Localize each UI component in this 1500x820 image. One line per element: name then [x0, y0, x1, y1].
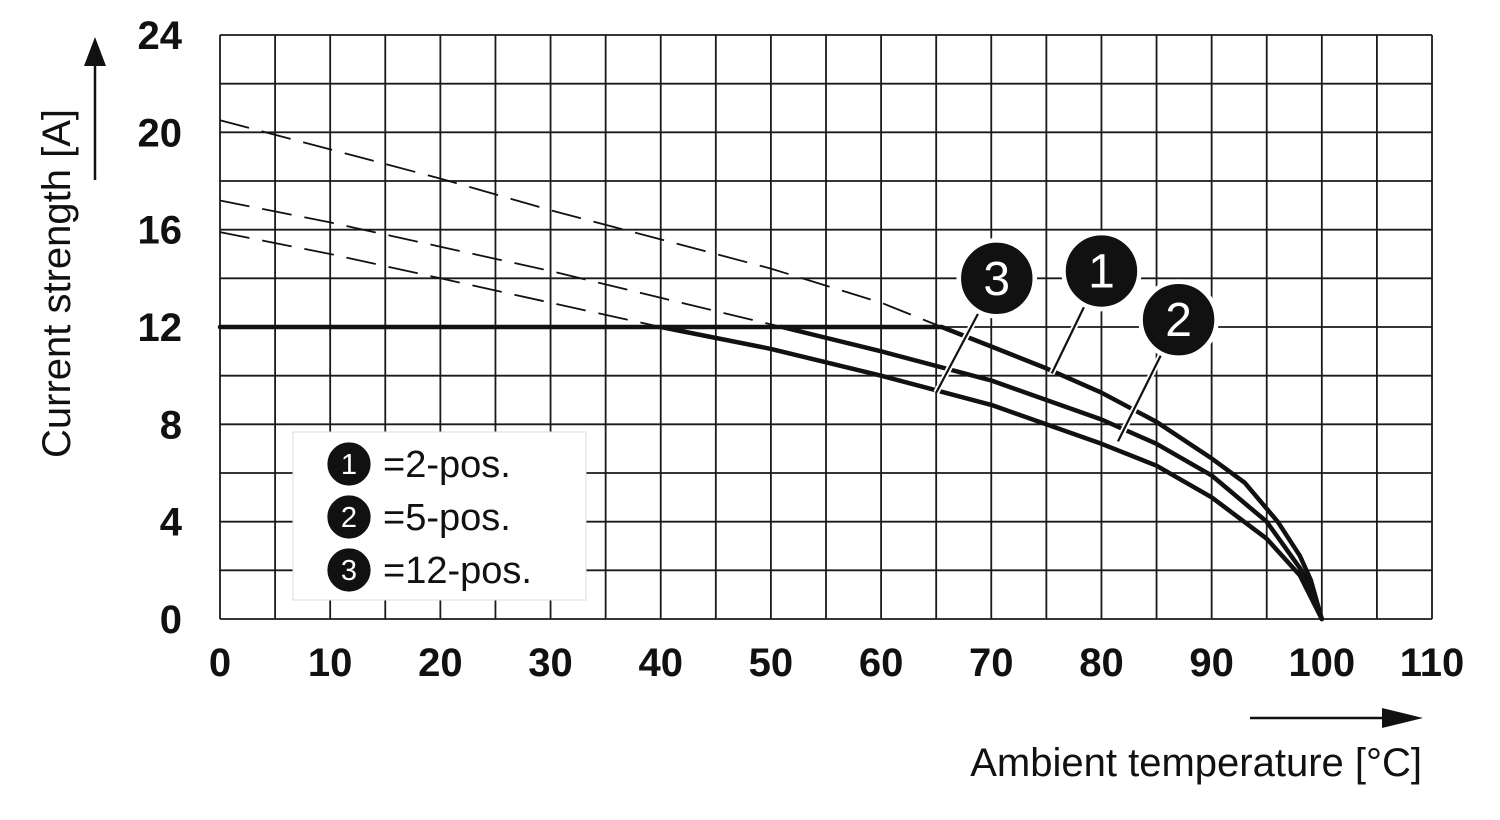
badge-number: 3: [983, 253, 1010, 306]
badge-number: 1: [1088, 246, 1115, 299]
legend: 1 =2-pos. 2 =5-pos. 3 =12-pos.: [292, 431, 587, 601]
x-tick-label: 50: [749, 641, 794, 685]
badge-disc: [324, 439, 374, 489]
badge-number: 2: [1165, 294, 1192, 347]
curve-series-3: [658, 324, 1325, 622]
badge-disc: [1138, 279, 1219, 360]
callout-badge-3: 3: [956, 238, 1038, 319]
x-tick-label: 0: [209, 641, 231, 685]
dashed-extension-lines: [219, 119, 943, 328]
badge-disc: [324, 545, 374, 595]
x-tick-label: 80: [1079, 641, 1124, 685]
dashed-line-series-3: [219, 231, 661, 328]
y-axis-title: Current strength [A]: [35, 109, 79, 458]
badge-disc: [324, 492, 374, 542]
y-tick-label: 12: [138, 306, 183, 350]
callout-badge-1: 1: [1061, 230, 1142, 312]
dashed-line-series-2: [219, 199, 783, 328]
legend-badge-2: 2: [324, 492, 374, 542]
x-tick-label: 40: [638, 641, 683, 685]
x-tick-label: 70: [969, 641, 1014, 685]
badge-number: 1: [341, 449, 357, 481]
y-tick-label: 24: [138, 14, 183, 58]
curve-series-2: [779, 324, 1325, 622]
badge-number: 3: [341, 555, 357, 587]
dashed-line-series-1: [219, 119, 943, 328]
badge-number: 2: [341, 502, 357, 534]
legend-label-2: =5-pos.: [383, 497, 511, 539]
y-axis-title-group: Current strength [A]: [35, 37, 106, 458]
x-tick-label: 30: [528, 641, 573, 685]
x-tick-label: 20: [418, 641, 463, 685]
curve-callouts: 3 12: [933, 230, 1219, 443]
y-tick-label: 8: [160, 403, 182, 447]
x-tick-label: 100: [1288, 641, 1355, 685]
x-tick-label: 60: [859, 641, 904, 685]
legend-badge-1: 1: [324, 439, 374, 489]
y-tick-label: 20: [138, 111, 183, 155]
y-tick-label: 16: [138, 209, 183, 253]
curve-series-1: [217, 324, 1325, 622]
derating-curves: [217, 324, 1325, 622]
badge-disc: [956, 238, 1038, 319]
y-tick-label: 0: [160, 598, 182, 642]
badge-disc: [1061, 230, 1142, 312]
y-axis-arrow-head: [84, 37, 106, 66]
x-axis-title-group: Ambient temperature [°C]: [970, 708, 1423, 785]
legend-label-1: =2-pos.: [383, 444, 511, 486]
legend-badge-3: 3: [324, 545, 374, 595]
x-axis-arrow-head: [1382, 708, 1423, 728]
legend-label-3: =12-pos.: [383, 550, 532, 592]
callout-badge-2: 2: [1138, 279, 1219, 360]
y-tick-label: 4: [160, 501, 183, 545]
x-tick-label: 90: [1189, 641, 1234, 685]
x-tick-label: 10: [308, 641, 353, 685]
x-tick-label: 110: [1400, 641, 1465, 685]
x-axis-title: Ambient temperature [°C]: [970, 741, 1422, 785]
